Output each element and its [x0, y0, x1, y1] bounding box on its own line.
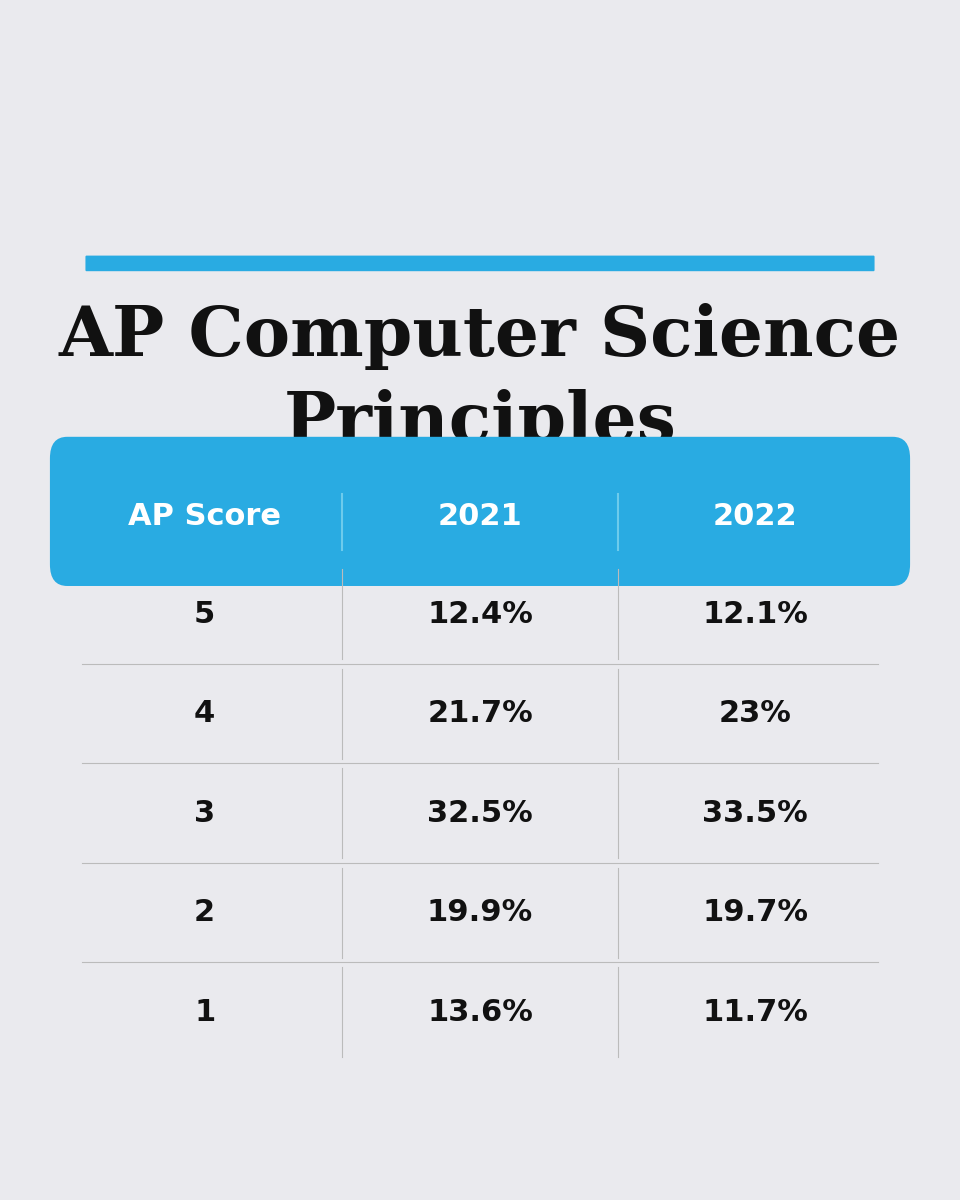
Text: 4: 4: [194, 700, 215, 728]
FancyBboxPatch shape: [85, 256, 875, 271]
Text: AP Computer Science: AP Computer Science: [59, 302, 901, 370]
Text: 11.7%: 11.7%: [703, 997, 808, 1027]
Bar: [67, 535, 893, 564]
Text: 32.5%: 32.5%: [427, 799, 533, 828]
Text: AP Score: AP Score: [129, 502, 281, 530]
Text: 5: 5: [194, 600, 215, 629]
Text: 1: 1: [194, 997, 215, 1027]
Text: 23%: 23%: [719, 700, 792, 728]
Text: 12.4%: 12.4%: [427, 600, 533, 629]
Text: 2022: 2022: [713, 502, 798, 530]
Text: 12.1%: 12.1%: [703, 600, 808, 629]
Text: 2: 2: [194, 899, 215, 928]
Text: Principles: Principles: [283, 389, 677, 456]
Text: 21.7%: 21.7%: [427, 700, 533, 728]
Text: 19.9%: 19.9%: [427, 899, 533, 928]
FancyBboxPatch shape: [50, 458, 910, 1084]
Bar: [67, 552, 893, 570]
FancyBboxPatch shape: [50, 437, 910, 586]
Text: 2021: 2021: [438, 502, 522, 530]
Text: 3: 3: [194, 799, 215, 828]
Text: 33.5%: 33.5%: [703, 799, 808, 828]
Text: 19.7%: 19.7%: [703, 899, 808, 928]
Text: 13.6%: 13.6%: [427, 997, 533, 1027]
